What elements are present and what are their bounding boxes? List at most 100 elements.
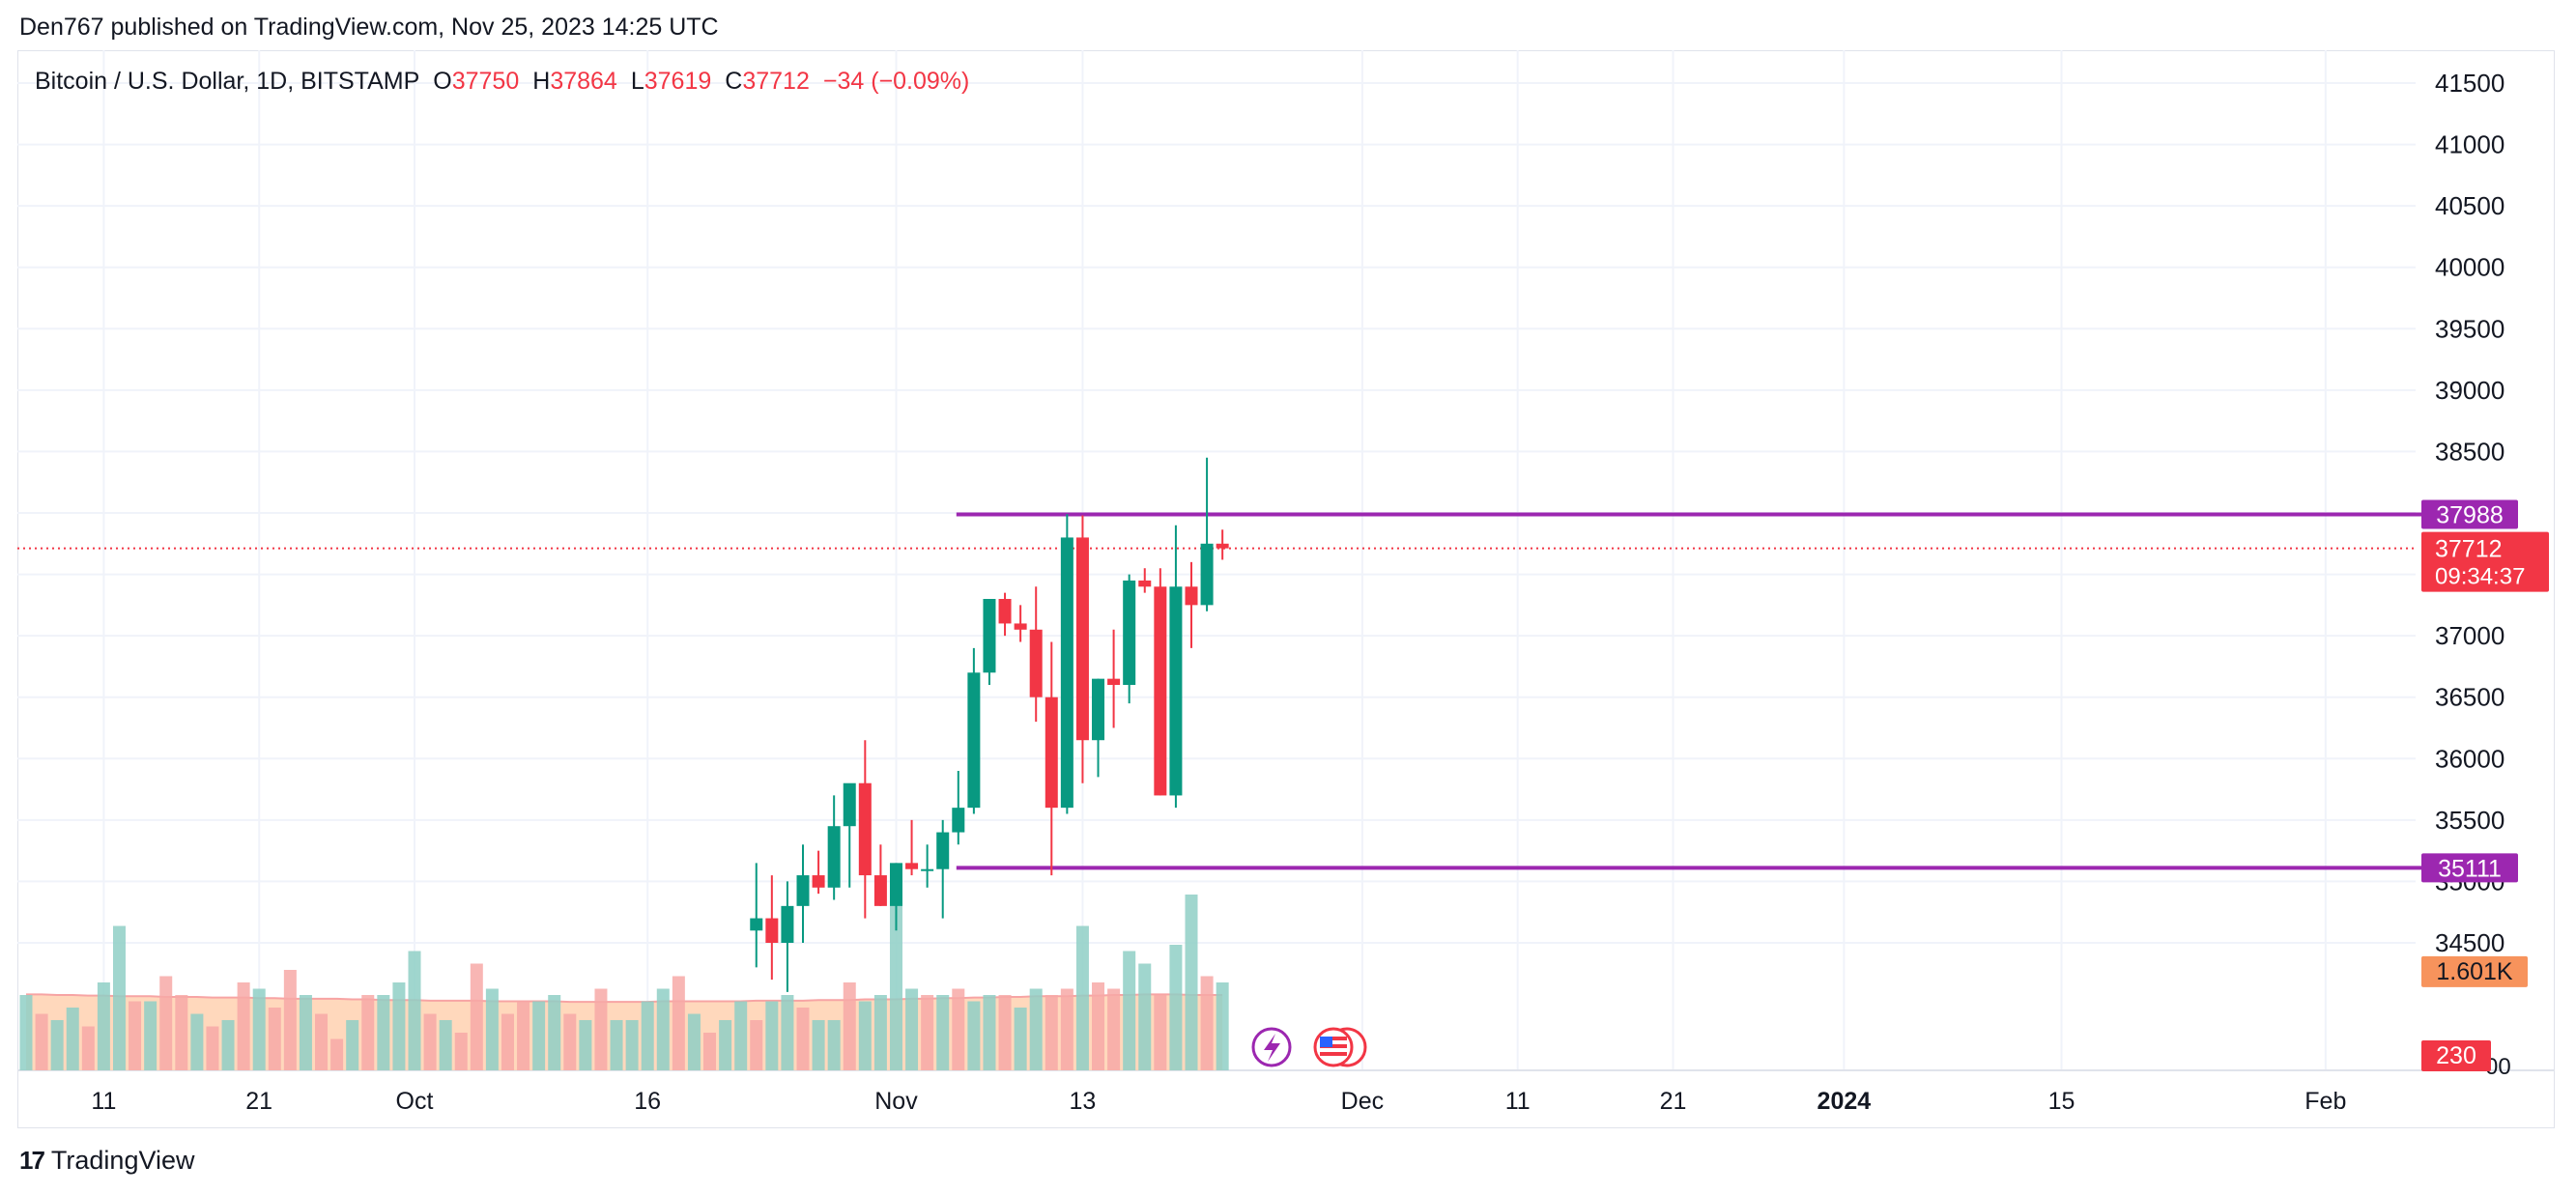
candle-body <box>858 782 872 876</box>
volume-bar <box>843 982 856 1070</box>
candle[interactable] <box>1092 678 1105 778</box>
candle[interactable] <box>843 782 856 888</box>
candle[interactable] <box>1169 525 1183 809</box>
candle[interactable] <box>921 844 934 888</box>
horizontal-levels <box>956 512 2425 870</box>
candle[interactable] <box>827 795 841 900</box>
volume-bar <box>97 982 110 1070</box>
volume-bar <box>998 995 1012 1070</box>
volume-ma-badge-label: 1.601K <box>2436 958 2513 985</box>
volume-bar <box>423 1013 437 1070</box>
candle[interactable] <box>858 740 872 919</box>
volume-bar <box>1154 995 1167 1070</box>
volume-bar <box>1045 995 1058 1070</box>
candle[interactable] <box>998 592 1012 637</box>
volume-bar <box>1014 1008 1027 1070</box>
candle[interactable] <box>1185 561 1198 648</box>
volume-bar <box>625 1020 639 1070</box>
candle[interactable] <box>936 819 950 919</box>
volume-bar <box>206 1026 219 1070</box>
volume-bar <box>1200 976 1214 1070</box>
candle[interactable] <box>1123 574 1136 704</box>
candle-body <box>1060 537 1073 809</box>
volume-bar <box>936 995 950 1070</box>
candle[interactable] <box>750 863 763 968</box>
candle[interactable] <box>796 844 810 943</box>
candle-body <box>1185 586 1198 606</box>
candle-body <box>1169 586 1183 796</box>
candle[interactable] <box>781 881 794 992</box>
candle[interactable] <box>1107 629 1121 728</box>
candle-body <box>796 875 810 906</box>
ohlc-legend: Bitcoin / U.S. Dollar, 1D, BITSTAMP O 377… <box>35 68 969 96</box>
us-flag-icon[interactable] <box>1313 1027 1367 1067</box>
volume-bar <box>563 1013 577 1070</box>
tradingview-logo-icon: 17 <box>19 1146 45 1175</box>
volume-bar <box>687 1013 701 1070</box>
last-price-badge <box>2421 531 2549 592</box>
candle[interactable] <box>812 850 825 895</box>
volume-bar <box>35 1013 48 1070</box>
footer-brand[interactable]: 17 TradingView <box>19 1146 195 1176</box>
volume-bar <box>517 1001 530 1070</box>
volume-bar <box>983 995 996 1070</box>
candle-body <box>843 782 856 827</box>
chart-frame <box>17 50 2555 1128</box>
candle-body <box>983 599 996 673</box>
candle-body <box>812 875 825 888</box>
candle[interactable] <box>1029 586 1043 723</box>
candle[interactable] <box>1216 529 1229 560</box>
candle[interactable] <box>905 819 919 876</box>
candle[interactable] <box>952 771 965 845</box>
volume-bar <box>1060 988 1073 1070</box>
earnings-flash-icon[interactable] <box>1251 1027 1292 1067</box>
volume-ma-area <box>26 993 1223 1070</box>
volume-bar <box>485 988 499 1070</box>
last-price-label: 37712 <box>2435 536 2503 563</box>
volume-count-badge <box>2421 1040 2491 1071</box>
legend-high: H 37864 <box>532 68 617 95</box>
candle-body <box>936 832 950 869</box>
volume-bar <box>392 982 406 1070</box>
candle[interactable] <box>1138 568 1152 593</box>
volume-bar <box>579 1020 592 1070</box>
volume-bar <box>221 1020 235 1070</box>
candle-body <box>781 905 794 943</box>
candle[interactable] <box>765 875 779 981</box>
level-badge-label: 37988 <box>2436 502 2504 529</box>
volume-bar <box>1169 945 1183 1070</box>
volume-bar <box>905 988 919 1070</box>
volume-bar <box>19 995 33 1070</box>
candle-body <box>1029 629 1043 697</box>
volume-ma-badge <box>2421 955 2528 987</box>
price-tick-label: 40000 <box>2435 253 2504 282</box>
candle[interactable] <box>873 844 887 906</box>
volume-bar <box>252 988 266 1070</box>
bar-countdown-label: 09:34:37 <box>2435 564 2525 590</box>
candle[interactable] <box>1014 605 1027 642</box>
volume-bar <box>315 1013 329 1070</box>
candle[interactable] <box>983 599 996 685</box>
candle[interactable] <box>1075 515 1089 783</box>
time-tick-label: 16 <box>634 1088 661 1115</box>
candle[interactable] <box>1200 457 1214 611</box>
candle[interactable] <box>889 863 902 931</box>
price-tick-label: 41000 <box>2435 130 2504 159</box>
volume-bar <box>175 995 188 1070</box>
candle[interactable] <box>1154 568 1167 796</box>
candle-body <box>765 918 779 943</box>
time-tick-label: 21 <box>1660 1088 1687 1115</box>
candle[interactable] <box>1045 641 1058 876</box>
volume-bar <box>470 963 483 1070</box>
candle[interactable] <box>967 647 981 814</box>
symbol-title[interactable]: Bitcoin / U.S. Dollar, 1D, BITSTAMP <box>35 68 420 95</box>
volume-bar <box>719 1020 732 1070</box>
level-badge <box>2421 499 2518 529</box>
candle-body <box>1107 678 1121 685</box>
candle[interactable] <box>1060 514 1073 814</box>
time-tick-label: 11 <box>1505 1088 1531 1115</box>
candle-body <box>1092 678 1105 741</box>
volume-bar <box>1185 895 1198 1070</box>
